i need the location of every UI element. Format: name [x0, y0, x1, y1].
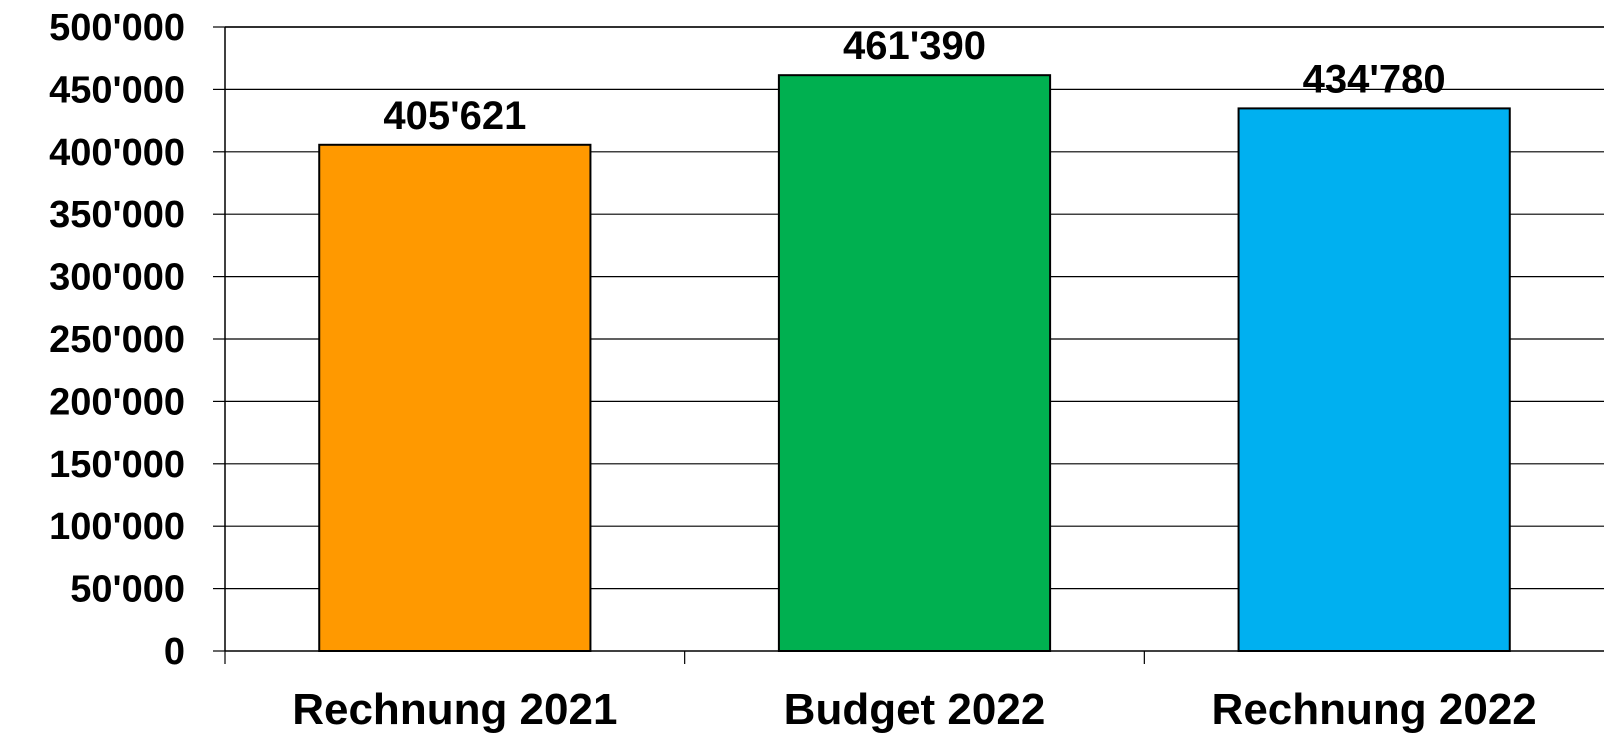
y-tick-label: 150'000: [49, 444, 185, 486]
axes: [213, 26, 1604, 664]
y-tick-label: 350'000: [49, 194, 185, 236]
bar: [318, 143, 592, 652]
data-label: 405'621: [383, 94, 526, 138]
data-label: 461'390: [843, 24, 986, 68]
y-tick-label: 0: [164, 631, 185, 673]
labels: 0 50'000 100'000 150'000 200'000 250'000 300'0…: [49, 7, 1537, 734]
y-tick-label: 300'000: [49, 257, 185, 299]
x-category-label: Rechnung 2021: [292, 685, 617, 734]
y-tick-label: 50'000: [70, 569, 185, 611]
y-tick-label: 400'000: [49, 132, 185, 174]
bars: [318, 74, 1511, 653]
x-category-label: Rechnung 2022: [1212, 685, 1537, 734]
y-tick-label: 250'000: [49, 319, 185, 361]
bar: [777, 74, 1052, 652]
y-tick-label: 450'000: [49, 69, 185, 111]
x-category-label: Budget 2022: [784, 685, 1046, 734]
data-label: 434'780: [1303, 57, 1446, 101]
y-tick-label: 500'000: [49, 7, 185, 49]
y-tick-label: 100'000: [49, 506, 185, 548]
y-tick-label: 200'000: [49, 381, 185, 423]
bar: [1237, 107, 1511, 653]
